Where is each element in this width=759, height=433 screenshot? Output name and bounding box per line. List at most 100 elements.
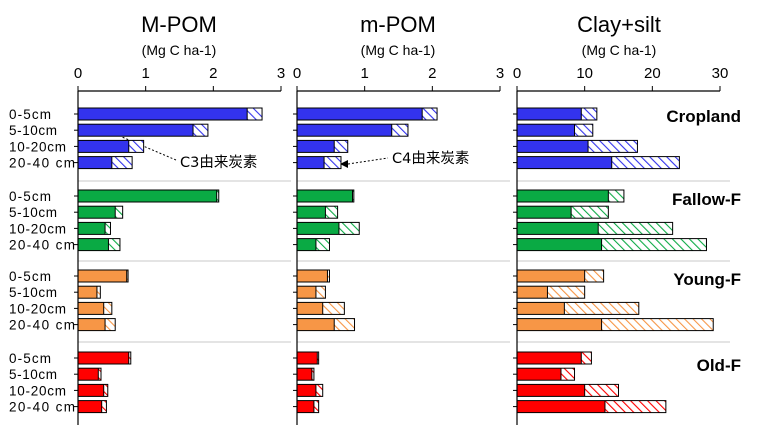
x-tick-label: 1 [360, 65, 368, 82]
bar-c3-segment [315, 238, 330, 251]
depth-label: 5-10cm [9, 367, 57, 382]
bar-c3-segment [334, 140, 348, 153]
bar-c3-segment [101, 400, 107, 413]
depth-label: 10-20cm [9, 221, 66, 236]
depth-label: 0-5cm [9, 351, 51, 366]
annotation-c4-arrowhead [340, 160, 348, 168]
bar-c4-segment [297, 140, 335, 153]
bar-c4-segment [297, 206, 326, 219]
depth-label: 10-20cm [9, 301, 66, 316]
group-label-old: Old-F [697, 356, 741, 375]
bar-c4-segment [78, 302, 104, 315]
bar-c4-segment [517, 206, 572, 219]
bar-c3-segment [581, 108, 597, 120]
bar-c4-segment [517, 270, 585, 282]
bar-c4-segment [297, 318, 335, 331]
x-tick-label: 3 [496, 65, 504, 82]
x-tick-label: 10 [576, 65, 593, 82]
bar-c4-segment [297, 124, 392, 137]
x-tick-label: 30 [712, 65, 729, 82]
bar-c3-segment [193, 124, 208, 137]
depth-label: 5-10cm [9, 123, 57, 138]
bar-c3-segment [324, 156, 341, 169]
bar-c3-segment [608, 190, 624, 202]
bar-c3-segment [327, 270, 330, 282]
bar-c3-segment [317, 352, 319, 364]
bar-c3-segment [564, 302, 639, 315]
panel-title-mpom-small: m-POM [360, 12, 436, 37]
bar-c4-segment [517, 222, 599, 235]
bar-c3-segment [98, 368, 102, 381]
bar-c4-segment [517, 302, 565, 315]
bar-c3-segment [247, 108, 263, 120]
depth-label: 5-10cm [9, 285, 57, 300]
bar-c4-segment [517, 190, 609, 202]
depth-label: 10-20cm [9, 383, 66, 398]
depth-label: 20-40 cm [9, 318, 75, 333]
bar-c3-segment [352, 190, 354, 202]
x-tick-label: 0 [74, 65, 82, 82]
bar-c4-segment [78, 270, 127, 282]
bar-c4-segment [297, 222, 339, 235]
bar-c4-segment [297, 302, 323, 315]
bar-c3-segment [103, 384, 108, 397]
annotation-c3-carbon: C3由来炭素 [180, 154, 257, 171]
bar-c3-segment [315, 384, 323, 397]
bar-c4-segment [78, 400, 102, 413]
bar-c4-segment [297, 286, 316, 299]
bar-c4-segment [78, 190, 217, 202]
group-label-fallow: Fallow-F [672, 190, 741, 209]
bar-c4-segment [78, 368, 99, 381]
bar-c3-segment [571, 206, 609, 219]
depth-label: 0-5cm [9, 269, 51, 284]
depth-label: 10-20cm [9, 139, 66, 154]
bar-c3-segment [105, 222, 111, 235]
bar-c3-segment [584, 384, 619, 397]
bar-c4-segment [517, 384, 585, 397]
bar-c4-segment [517, 318, 602, 331]
bar-c4-segment [297, 108, 423, 120]
bar-c4-segment [517, 238, 602, 251]
bar-c3-segment [126, 270, 129, 282]
x-tick-label: 0 [513, 65, 521, 82]
depth-label: 20-40 cm [9, 238, 75, 253]
bar-c4-segment [78, 108, 248, 120]
bar-c4-segment [78, 156, 112, 169]
bar-c4-segment [78, 140, 129, 153]
annotation-c4-carbon: C4由来炭素 [392, 150, 469, 167]
bar-c4-segment [297, 352, 318, 364]
bar-c4-segment [78, 124, 194, 137]
bar-c4-segment [78, 352, 129, 364]
bar-c3-segment [422, 108, 438, 120]
depth-label: 20-40 cm [9, 156, 75, 171]
depth-label: 0-5cm [9, 107, 51, 122]
depth-label: 0-5cm [9, 189, 51, 204]
bar-c4-segment [517, 108, 582, 120]
group-label-cropland: Cropland [666, 107, 741, 126]
bar-c3-segment [391, 124, 408, 137]
bar-c4-segment [297, 238, 316, 251]
x-tick-label: 2 [209, 65, 217, 82]
bar-c4-segment [78, 206, 116, 219]
bar-c3-segment [115, 206, 123, 219]
bar-c4-segment [297, 400, 314, 413]
x-tick-label: 2 [428, 65, 436, 82]
bar-c4-segment [78, 238, 109, 251]
bar-c4-segment [297, 156, 325, 169]
bar-c4-segment [78, 318, 106, 331]
depth-label: 20-40 cm [9, 400, 75, 415]
bar-c4-segment [297, 368, 312, 381]
bar-c3-segment [601, 238, 707, 251]
bar-c3-segment [560, 368, 575, 381]
bar-c3-segment [128, 352, 131, 364]
panel-unit-mpom-small: (Mg C ha-1) [361, 42, 436, 58]
x-tick-label: 20 [644, 65, 661, 82]
bar-c3-segment [315, 286, 326, 299]
bar-c3-segment [111, 156, 133, 169]
bar-c4-segment [517, 140, 589, 153]
bar-c3-segment [588, 140, 638, 153]
bar-c4-segment [517, 124, 575, 137]
depth-label: 5-10cm [9, 205, 57, 220]
group-label-young: Young-F [673, 270, 741, 289]
